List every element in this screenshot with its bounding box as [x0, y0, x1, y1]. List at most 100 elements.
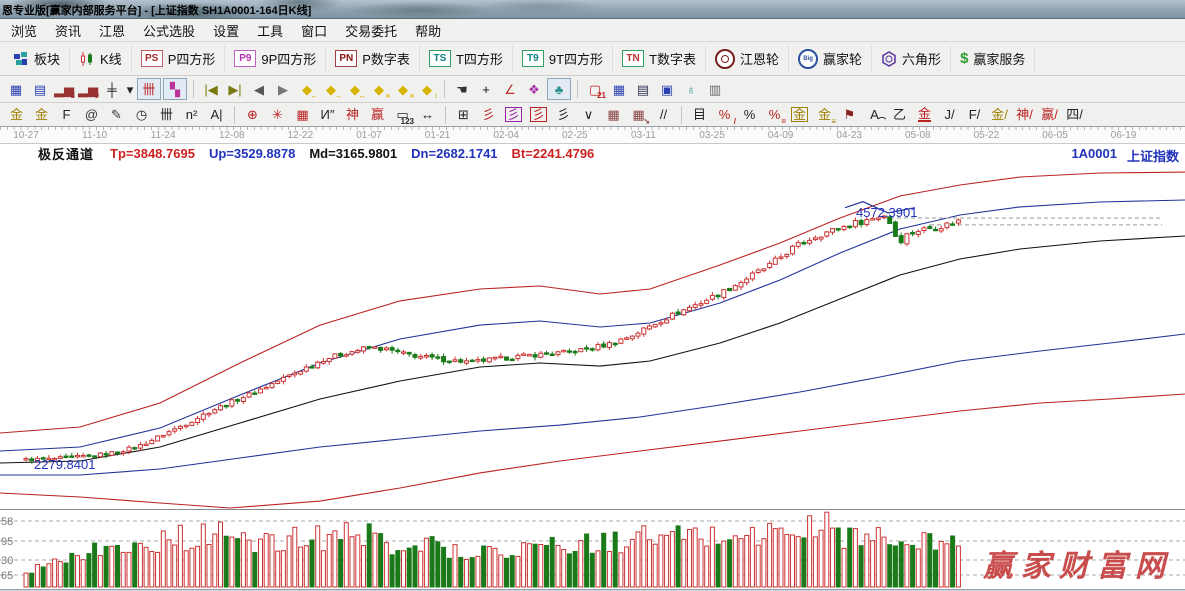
price-chart-area[interactable]: 4572.3901 2279.8401	[0, 163, 1185, 509]
ruler-123-icon[interactable]: ▭ 123	[396, 107, 414, 126]
calendar-icon[interactable]: ▢ 21	[588, 81, 606, 100]
f-angle-icon[interactable]: F/	[968, 107, 981, 122]
levels-icon[interactable]: 目	[692, 107, 706, 122]
memo-icon[interactable]: ▤	[636, 81, 650, 97]
winner-service[interactable]: $ 赢家服务	[951, 45, 1036, 72]
percent-triangle-icon[interactable]: % /	[718, 107, 736, 126]
first-page-icon[interactable]: |◀	[204, 81, 218, 97]
gold-ruler-icon[interactable]: 金	[9, 107, 23, 122]
prev-page-icon[interactable]: ◀	[254, 81, 264, 97]
pen-icon[interactable]: ✎	[111, 107, 122, 122]
zoom-right-icon[interactable]: ◆ →	[326, 81, 342, 100]
x-axis-date: 12-08	[219, 130, 245, 141]
n-marks-icon[interactable]: И″	[320, 107, 335, 122]
zoom-v-icon[interactable]: ◆ ↕	[422, 81, 438, 100]
pattern-tool-icon[interactable]: 卌	[137, 78, 161, 100]
stock-list-icon[interactable]: ▤	[33, 81, 47, 97]
ying-angle-icon[interactable]: 赢/	[1041, 107, 1058, 122]
calculator-icon[interactable]: ▦	[612, 81, 626, 97]
percent-line-icon[interactable]: % =	[768, 107, 786, 126]
color-histogram-icon[interactable]: ▚	[163, 78, 187, 100]
menu-item-5[interactable]: 工具	[257, 23, 284, 39]
menu-item-1[interactable]: 资讯	[55, 23, 82, 39]
zigzag-icon[interactable]: ∨	[583, 107, 594, 122]
hexagon-tool[interactable]: 六角形	[872, 45, 952, 72]
menu-item-6[interactable]: 窗口	[301, 23, 328, 39]
print-icon[interactable]: ▥	[708, 81, 722, 97]
shen-angle-icon[interactable]: 神/	[1016, 107, 1033, 122]
spiral-icon[interactable]: @	[84, 107, 99, 122]
fan-red-icon[interactable]: 彡	[481, 107, 495, 122]
angle-tool-icon[interactable]: ∠	[504, 81, 516, 97]
gann-wheel-tool[interactable]: 江恩轮	[706, 45, 790, 72]
drawing-toolbar-row3: 金金 F @ ✎ ◷ 卌 n² A| ⊕ ✳ ▦ И″ 神赢 ▭ 123 ↔ ⊞ 彡彡彡彡 ∨ ▦ ▦ ↘//目% /%% =…	[0, 103, 1185, 127]
ying-icon[interactable]: 赢	[370, 107, 384, 122]
star-circle-icon[interactable]: ✳	[272, 107, 283, 122]
volume-panel[interactable]: 58 95 30 65 赢家财富网	[0, 509, 1185, 589]
width-arrow-icon[interactable]: ↔	[421, 107, 434, 122]
menu-item-3[interactable]: 公式选股	[143, 23, 196, 39]
gold-lines-icon[interactable]: 金 ≡	[817, 107, 836, 126]
last-page-icon[interactable]: ▶|	[228, 81, 242, 97]
sector-tool[interactable]: 板块	[4, 45, 71, 72]
j-angle-icon[interactable]: J/	[944, 107, 955, 122]
fan-black-icon[interactable]: 彡	[556, 107, 570, 122]
menu-item-4[interactable]: 设置	[213, 23, 240, 39]
square-grid-icon[interactable]: ▦	[296, 107, 309, 122]
nine-p-square-tool-icon: P9	[234, 50, 257, 67]
crosshair-tool-icon[interactable]: +	[482, 81, 490, 97]
gold-underline-icon[interactable]: 金	[917, 106, 931, 122]
pan-left-icon[interactable]: ◆ «	[374, 81, 390, 100]
percent-icon[interactable]: %	[743, 107, 756, 122]
nine-p-square-tool[interactable]: P9 9P四方形	[225, 45, 327, 72]
gold-angle-icon[interactable]: 金/	[991, 107, 1008, 122]
fan-purple-box-icon[interactable]: 彡	[504, 107, 522, 122]
gold-icon[interactable]: 金	[34, 107, 48, 122]
gann-flower-icon[interactable]: ❖	[528, 81, 540, 97]
menu-item-2[interactable]: 江恩	[99, 23, 126, 39]
flag-pen-icon[interactable]: ⚑	[843, 107, 856, 122]
pan-right-icon[interactable]: ◆»	[398, 81, 414, 100]
hexagon-tool-icon	[882, 50, 896, 67]
t-number-table-tool[interactable]: TN T数字表	[613, 45, 707, 72]
a-curve-icon[interactable]: A ⌒	[870, 107, 886, 126]
fan-red-box-icon[interactable]: 彡	[529, 107, 547, 122]
kline-3-icon[interactable]: ▂▅ 3	[54, 81, 75, 100]
wave-tool-icon[interactable]: ♣	[547, 78, 571, 100]
blocks-mini-icon[interactable]: ▦	[9, 81, 23, 97]
kline-tool[interactable]: K线	[70, 45, 132, 72]
si-angle-icon[interactable]: 四/	[1066, 107, 1083, 122]
network-icon[interactable]: ♁	[686, 81, 696, 97]
nine-t-square-tool[interactable]: T9 9T四方形	[513, 45, 614, 72]
save-icon[interactable]: ▣	[660, 81, 674, 97]
parallel-lines-icon[interactable]: //	[659, 107, 668, 122]
grid-arrow-icon[interactable]: ▦ ↘	[632, 107, 650, 126]
p-number-table-tool[interactable]: PN P数字表	[326, 45, 420, 72]
zoom-h-icon[interactable]: ◆ ↔	[350, 81, 366, 100]
time-ruler-icon[interactable]: 卌	[159, 107, 173, 122]
angle-a-icon[interactable]: A|	[210, 107, 223, 122]
circle-cross-icon[interactable]: ⊕	[247, 107, 258, 122]
p-square-tool[interactable]: PS P四方形	[132, 45, 226, 72]
kline-9-icon[interactable]: ▂▅ 9	[78, 81, 99, 100]
time-circle-icon[interactable]: ◷	[135, 107, 148, 122]
menu-item-8[interactable]: 帮助	[415, 23, 442, 39]
menu-item-0[interactable]: 浏览	[11, 23, 38, 39]
gann-box-icon[interactable]: ⊞	[458, 107, 469, 122]
volume-chart[interactable]: 58 95 30 65	[0, 510, 1185, 589]
hand-tool-icon[interactable]: ☚	[456, 81, 468, 97]
candle-style-dropdown[interactable]: ▾	[126, 81, 134, 97]
kline-channel-chart[interactable]: 4572.3901 2279.8401	[0, 163, 1185, 509]
t-square-tool[interactable]: TS T四方形	[420, 45, 513, 72]
shen-icon[interactable]: 神	[345, 107, 359, 122]
next-page-icon[interactable]: ▶	[278, 81, 288, 97]
winner-wheel-tool[interactable]: Big 赢家轮	[789, 45, 873, 72]
half-tool-icon[interactable]: 乙	[892, 107, 906, 122]
fibonacci-f-icon[interactable]: F	[62, 107, 71, 122]
grid-icon[interactable]: ▦	[607, 107, 620, 122]
zoom-left-icon[interactable]: ◆ ←	[302, 81, 318, 100]
menu-item-7[interactable]: 交易委托	[345, 23, 398, 39]
gold-circle-icon[interactable]: 金	[790, 107, 808, 122]
n-square-icon[interactable]: n²	[185, 107, 198, 122]
candle-style-icon[interactable]: ╪	[107, 81, 117, 97]
